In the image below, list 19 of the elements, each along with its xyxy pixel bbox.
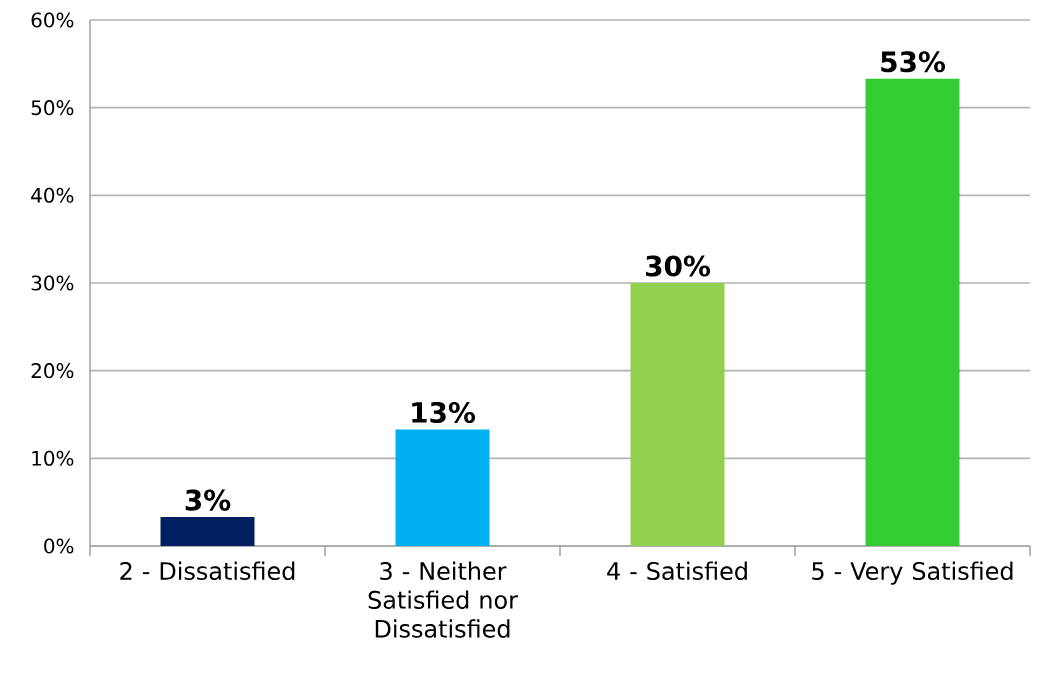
y-tick-label: 40% xyxy=(31,187,74,203)
data-label: 30% xyxy=(646,255,711,277)
bar xyxy=(160,517,255,546)
y-tick-label: 10% xyxy=(32,450,74,466)
y-tick-label: 30% xyxy=(31,275,74,291)
x-tick-label: 3 - Neither Satisfied nor Dissatisfied xyxy=(368,561,518,638)
data-label: 13% xyxy=(412,401,476,424)
x-tick-label: 4 - Satisfied xyxy=(607,561,747,581)
y-tick-label: 60% xyxy=(31,12,74,28)
x-tick-label: 2 - Dissatisfied xyxy=(120,561,295,581)
y-tick-label: 50% xyxy=(31,100,74,116)
y-tick-label: 0% xyxy=(44,538,74,554)
y-tick-label: 20% xyxy=(31,363,74,379)
data-label: 53% xyxy=(881,51,946,73)
bar xyxy=(630,283,725,546)
bar xyxy=(865,78,960,546)
data-label: 3% xyxy=(185,489,231,511)
bar xyxy=(395,429,490,546)
x-tick-label: 5 - Very Satisfied xyxy=(812,561,1013,585)
